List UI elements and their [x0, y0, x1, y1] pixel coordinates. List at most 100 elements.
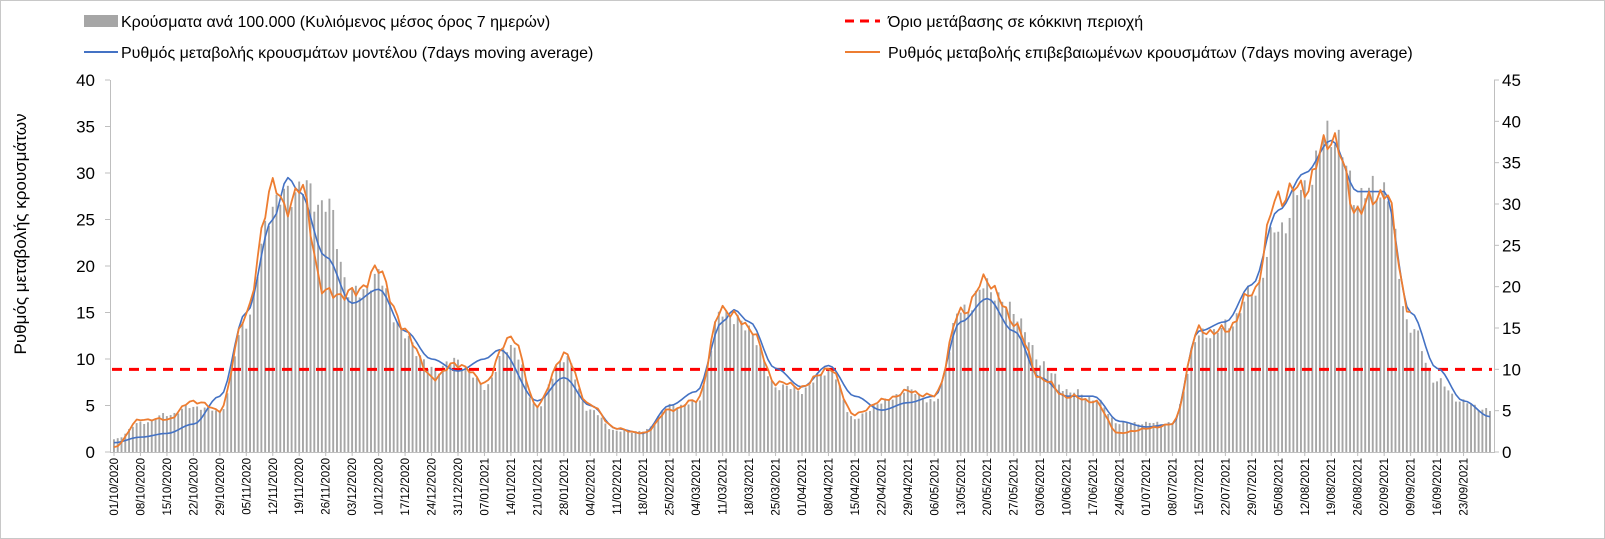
- bar: [623, 430, 626, 452]
- bar: [264, 220, 267, 452]
- bar: [1065, 389, 1068, 452]
- x-tick-label: 16/09/2021: [1432, 458, 1444, 516]
- x-tick-label: 04/02/2021: [585, 458, 597, 516]
- bar: [846, 412, 849, 452]
- bar: [441, 365, 444, 452]
- bar: [831, 371, 834, 452]
- bar: [1398, 278, 1401, 452]
- x-tick-label: 24/12/2020: [427, 458, 439, 516]
- bar: [1379, 197, 1382, 452]
- right-axis-ticks: 0 5 10 15 20 25 30 35 40 45: [1494, 71, 1521, 462]
- bar: [1277, 231, 1280, 452]
- x-tick-label: 02/09/2021: [1379, 458, 1391, 516]
- x-tick-label: 22/10/2020: [188, 458, 200, 516]
- x-tick-label: 08/04/2021: [823, 458, 835, 516]
- bar: [1318, 152, 1321, 452]
- left-tick-label: 25: [76, 211, 95, 230]
- bar: [1299, 189, 1302, 452]
- bar: [1205, 337, 1208, 452]
- bar: [267, 226, 270, 452]
- bar: [392, 322, 395, 452]
- bar: [732, 324, 735, 452]
- bar: [252, 290, 255, 452]
- bar: [967, 311, 970, 452]
- bar: [1485, 408, 1488, 452]
- bar: [608, 429, 611, 452]
- bar: [1058, 384, 1060, 452]
- bar: [162, 413, 165, 452]
- bar: [1224, 319, 1227, 452]
- legend-bars-label: Κρούσματα ανά 100.000 (Κυλιόμενος μέσος …: [121, 14, 550, 31]
- legend: Κρούσματα ανά 100.000 (Κυλιόμενος μέσος …: [84, 14, 1413, 62]
- x-tick-label: 15/04/2021: [850, 458, 862, 516]
- bar: [120, 437, 123, 452]
- bar: [1145, 421, 1147, 452]
- bar: [309, 183, 312, 452]
- x-tick-label: 05/11/2020: [241, 458, 253, 515]
- left-axis-ticks: 0 5 10 15 20 25 30 35 40: [76, 71, 110, 462]
- x-tick-label: 01/04/2021: [797, 458, 809, 516]
- bar: [532, 403, 535, 452]
- bar: [1288, 217, 1291, 452]
- left-tick-label: 15: [76, 304, 95, 323]
- bar: [1428, 370, 1431, 452]
- bar: [1292, 188, 1295, 452]
- bar: [207, 406, 210, 452]
- bar: [766, 376, 769, 452]
- x-tick-label: 01/07/2021: [1141, 458, 1153, 516]
- bar: [419, 355, 422, 452]
- bar: [774, 387, 777, 452]
- bar: [1216, 332, 1219, 452]
- x-tick-label: 17/12/2020: [400, 458, 412, 516]
- bar: [1360, 187, 1363, 452]
- bar: [827, 368, 830, 452]
- bar: [801, 394, 803, 452]
- line-series: [112, 132, 1492, 449]
- bar: [895, 394, 898, 452]
- bar: [978, 289, 981, 452]
- left-tick-label: 30: [76, 164, 95, 183]
- bar: [869, 410, 871, 452]
- bar: [884, 398, 887, 452]
- x-tick-label: 24/06/2021: [1115, 458, 1127, 516]
- bar: [940, 383, 943, 452]
- bar: [521, 364, 524, 452]
- bar: [630, 432, 633, 452]
- bar: [1231, 326, 1234, 452]
- bar: [1375, 199, 1378, 452]
- bar: [804, 387, 807, 452]
- bar: [286, 185, 289, 453]
- y-axis-title: Ρυθμός μεταβολής κρουσμάτων: [11, 114, 30, 355]
- bar: [1095, 401, 1098, 452]
- bar: [1254, 295, 1257, 452]
- bar: [1243, 301, 1246, 452]
- bar: [1012, 314, 1015, 452]
- x-tick-label: 25/02/2021: [665, 458, 677, 516]
- bar: [744, 330, 747, 452]
- x-tick-label: 07/01/2021: [479, 458, 491, 516]
- bar: [736, 314, 739, 452]
- right-tick-label: 15: [1502, 319, 1521, 338]
- bar: [381, 285, 384, 452]
- bar: [241, 322, 244, 452]
- bar: [1458, 401, 1461, 452]
- bar: [1443, 386, 1446, 452]
- bar: [1334, 144, 1336, 453]
- bar: [963, 304, 966, 452]
- bar: [1054, 373, 1057, 452]
- bar: [479, 382, 482, 452]
- bar: [925, 402, 928, 452]
- x-tick-label: 31/12/2020: [453, 458, 465, 516]
- bar: [555, 365, 558, 452]
- bar: [566, 356, 569, 452]
- bar: [680, 404, 682, 452]
- bar: [543, 394, 546, 452]
- bar: [1364, 198, 1367, 452]
- bar: [887, 399, 890, 452]
- bar: [233, 356, 236, 452]
- bar: [438, 373, 440, 452]
- bar: [336, 249, 338, 452]
- bar: [460, 368, 463, 452]
- x-tick-label: 29/04/2021: [903, 458, 915, 516]
- bar: [1462, 399, 1465, 452]
